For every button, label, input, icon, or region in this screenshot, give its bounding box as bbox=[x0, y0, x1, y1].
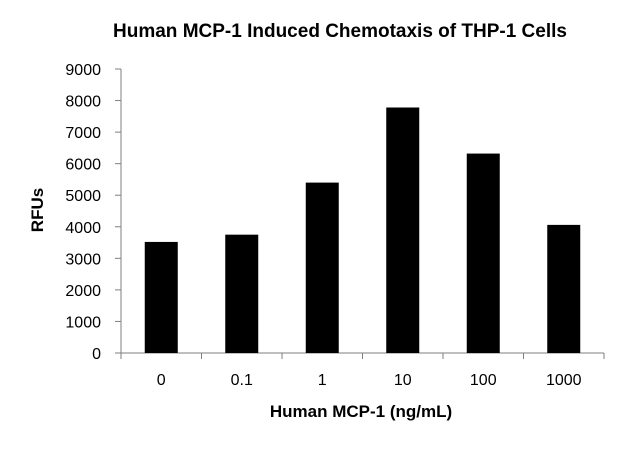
x-tick-label: 0.1 bbox=[231, 372, 253, 389]
bar bbox=[386, 107, 420, 354]
bar bbox=[305, 182, 339, 353]
x-tick-label: 1 bbox=[318, 372, 327, 389]
x-tick-label: 10 bbox=[394, 372, 412, 389]
y-tick-label: 6000 bbox=[65, 157, 101, 174]
plot-area: 0 1000 2000 3000 4000 5000 6000 7000 8000 9000 0 0.… bbox=[65, 62, 605, 389]
x-tick-label: 100 bbox=[470, 372, 497, 389]
bar bbox=[547, 224, 581, 353]
y-tick-label: 9000 bbox=[65, 62, 101, 79]
y-tick-label: 2000 bbox=[65, 283, 101, 300]
bar bbox=[144, 241, 178, 353]
y-tick-label: 5000 bbox=[65, 188, 101, 205]
bar bbox=[466, 153, 500, 353]
y-axis-title: RFUs bbox=[28, 188, 47, 232]
chart-title: Human MCP-1 Induced Chemotaxis of THP-1 … bbox=[113, 21, 567, 42]
x-tick-label: 0 bbox=[157, 372, 166, 389]
y-tick-label: 0 bbox=[92, 346, 101, 363]
y-tick-label: 7000 bbox=[65, 125, 101, 142]
y-tick-label: 4000 bbox=[65, 220, 101, 237]
x-axis-title: Human MCP-1 (ng/mL) bbox=[270, 402, 452, 421]
x-tick-label: 1000 bbox=[546, 372, 582, 389]
y-tick-label: 3000 bbox=[65, 251, 101, 268]
y-tick-label: 1000 bbox=[65, 314, 101, 331]
bar bbox=[225, 234, 259, 353]
y-tick-label: 8000 bbox=[65, 94, 101, 111]
